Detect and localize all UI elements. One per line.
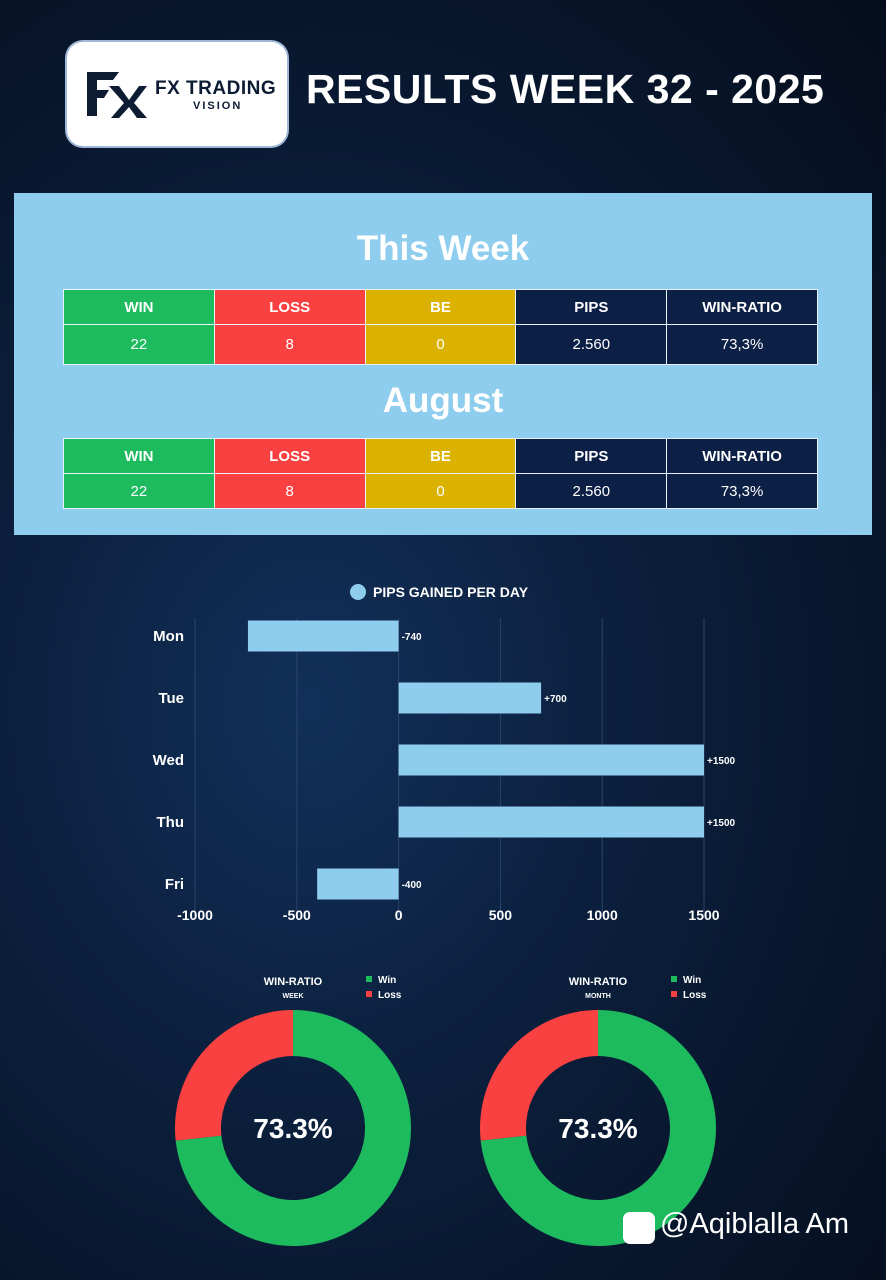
center-label: 73.3% [253,1113,332,1144]
value-loss: 8 [213,324,366,365]
pips-per-day-chart: PIPS GAINED PER DAY -1000 -500 0 500 1000 1500… [153,584,736,923]
legend-label: Win [378,975,396,986]
value-be: 0 [364,324,517,365]
stats-panel: This Week WIN LOSS BE PIPS WIN-RATIO 22 … [14,193,872,535]
slice-win [175,1010,411,1246]
august-table: WIN LOSS BE PIPS WIN-RATIO 22 8 0 2.560 … [63,438,818,509]
legend-label: Loss [378,990,402,1001]
x-tick-label: 500 [489,907,513,923]
y-category-label: Mon [153,628,184,645]
watermark: @Aqiblalla Am [660,1208,850,1240]
data-label: -740 [402,632,422,643]
bar-wed [398,744,704,776]
section-title-this-week: This Week [356,229,530,268]
y-category-label: Wed [153,752,184,769]
chart-title: WIN-RATIO [264,976,323,988]
legend-label: Win [683,975,701,986]
data-label: +1500 [707,756,736,767]
legend-swatch [366,991,372,997]
slice-win [480,1010,716,1246]
header-win: WIN [63,438,215,474]
data-label: +1500 [707,818,736,829]
y-category-label: Thu [157,814,185,831]
bar-fri [317,868,399,900]
chart-subtitle: MONTH [585,993,611,1000]
value-win-ratio: 73,3% [666,473,818,509]
table-row: 22 8 0 2.560 73,3% [63,473,818,509]
table-header-row: WIN LOSS BE PIPS WIN-RATIO [63,438,818,474]
header-win-ratio: WIN-RATIO [666,438,818,474]
header-win: WIN [63,289,215,325]
x-tick-label: 1500 [688,907,719,923]
value-loss: 8 [213,473,366,509]
x-tick-label: 0 [395,907,403,923]
win-ratio-month-chart: WIN-RATIO MONTH Win Loss 73.3% [480,975,716,1246]
bar-mon [247,620,399,652]
value-win: 22 [63,473,215,509]
win-ratio-week-chart: WIN-RATIO WEEK Win Loss 73.3% [175,975,411,1246]
value-pips: 2.560 [515,324,668,365]
header-win-ratio: WIN-RATIO [666,289,818,325]
legend-swatch [366,976,372,982]
legend-swatch [671,976,677,982]
section-title-august: August [382,381,504,420]
x-tick-label: 1000 [587,907,618,923]
legend-marker [350,584,366,600]
legend-swatch [671,991,677,997]
slice-loss [480,1010,598,1141]
header-loss: LOSS [213,438,366,474]
data-label: -400 [402,880,422,891]
fx-logo-icon [87,72,147,118]
table-header-row: WIN LOSS BE PIPS WIN-RATIO [63,289,818,325]
value-be: 0 [364,473,517,509]
header-loss: LOSS [213,289,366,325]
x-tick-label: -500 [283,907,311,923]
logo-text: FX TRADING [155,78,277,99]
value-win-ratio: 73,3% [666,324,818,365]
header-be: BE [364,289,517,325]
header-pips: PIPS [515,438,668,474]
x-tick-label: -1000 [177,907,213,923]
bar-thu [398,806,704,838]
y-category-label: Fri [165,876,184,893]
chart-title: WIN-RATIO [569,976,628,988]
value-win: 22 [63,324,215,365]
logo-subtext: VISION [193,100,243,112]
brand-logo: FX TRADING VISION [67,42,287,146]
bar-tue [398,682,542,714]
header-be: BE [364,438,517,474]
this-week-table: WIN LOSS BE PIPS WIN-RATIO 22 8 0 2.560 … [63,289,818,365]
slice-loss [175,1010,293,1141]
table-row: 22 8 0 2.560 73,3% [63,324,818,365]
center-label: 73.3% [558,1113,637,1144]
y-category-label: Tue [158,690,184,707]
page-title: RESULTS WEEK 32 - 2025 [306,66,825,112]
data-label: +700 [544,694,567,705]
header-pips: PIPS [515,289,668,325]
legend-label: PIPS GAINED PER DAY [373,584,529,600]
value-pips: 2.560 [515,473,668,509]
facebook-icon [623,1212,655,1244]
chart-subtitle: WEEK [283,993,304,1000]
legend-label: Loss [683,990,707,1001]
